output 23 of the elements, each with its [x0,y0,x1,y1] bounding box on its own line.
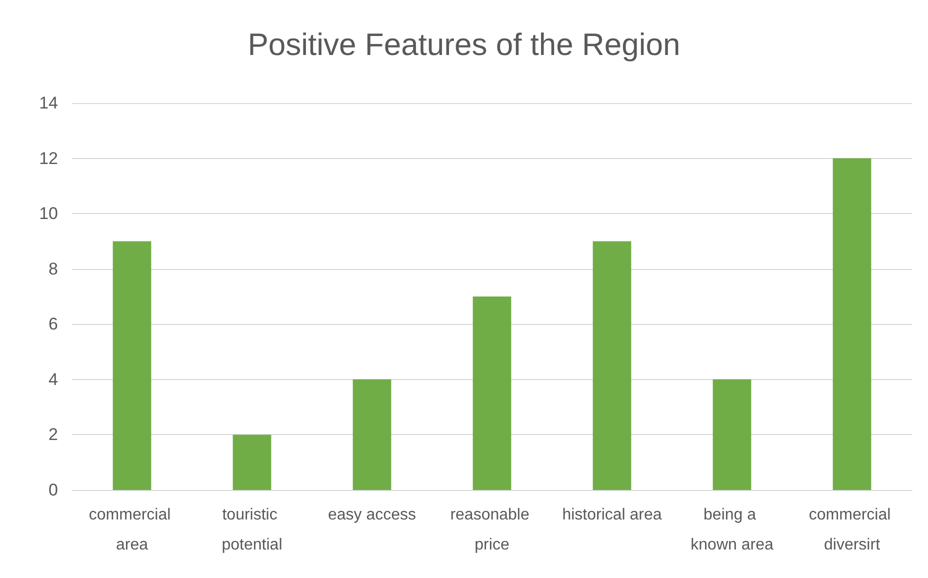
x-tick-label: touristic potential [222,506,282,554]
x-tick-label: reasonable price [450,506,534,554]
bar [712,379,752,490]
chart-title: Positive Features of the Region [248,27,680,62]
bar [832,158,872,490]
bar [112,241,152,490]
y-tick-label: 8 [48,259,58,278]
y-tick-label: 0 [48,480,58,500]
x-tick-label: historical area [562,506,662,524]
y-tick-label: 10 [39,204,58,224]
y-tick-label: 14 [39,94,58,112]
x-tick-label: being a known area [690,506,774,554]
y-tick-label: 12 [39,148,58,168]
bar [472,296,512,490]
y-tick-label: 4 [48,370,58,389]
x-tick-label: easy access [328,506,416,524]
y-tick-label: 6 [48,314,58,334]
x-tick-label: commercial diversirt [808,506,896,554]
y-tick-label: 2 [48,425,58,444]
bar [352,379,392,490]
x-tick-label: commercial area [88,506,176,554]
bar [592,241,632,490]
bar [232,434,272,490]
